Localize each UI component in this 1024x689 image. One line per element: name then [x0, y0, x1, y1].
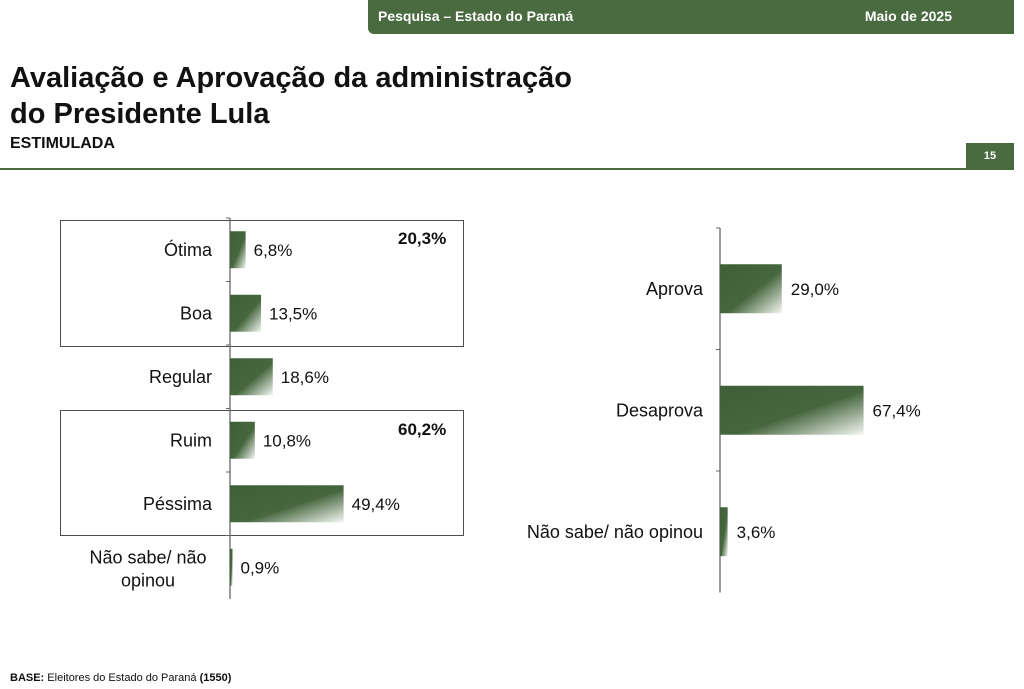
- survey-label: Pesquisa – Estado do Paraná: [378, 8, 574, 24]
- evaluation-category-label: Não sabe/ não: [89, 547, 206, 567]
- approval-value-label: 3,6%: [737, 523, 776, 542]
- evaluation-category-label: Péssima: [143, 494, 213, 514]
- approval-bar: [720, 385, 864, 435]
- evaluation-category-label: Regular: [149, 367, 212, 387]
- base-text: Eleitores do Estado do Paraná: [44, 672, 200, 684]
- evaluation-bar: [230, 548, 233, 586]
- evaluation-chart: 6,8% Ótima 13,5% Boa 18,6% Regular 10,8% Ruim 49…: [89, 217, 400, 599]
- positive-group-box: [60, 220, 464, 347]
- approval-chart: 29,0% Aprova 67,4% Desaprova 3,6% Não sabe/ n…: [527, 227, 921, 593]
- evaluation-value-label: 10,8%: [263, 431, 311, 450]
- evaluation-bar: [230, 421, 255, 459]
- evaluation-bar: [230, 358, 273, 396]
- evaluation-bar: [230, 294, 262, 332]
- positive-group-total: 20,3%: [398, 229, 447, 248]
- evaluation-bar: [230, 485, 344, 523]
- evaluation-value-label: 18,6%: [281, 368, 329, 387]
- header-divider: [0, 168, 966, 170]
- footer-base: BASE: Eleitores do Estado do Paraná (155…: [10, 672, 231, 684]
- evaluation-category-label: Boa: [180, 303, 213, 323]
- negative-group-total: 60,2%: [398, 420, 447, 439]
- evaluation-value-label: 0,9%: [241, 558, 280, 577]
- evaluation-category-label: opinou: [121, 570, 175, 590]
- evaluation-value-label: 6,8%: [254, 241, 293, 260]
- evaluation-value-label: 49,4%: [352, 495, 400, 514]
- title-line-2: do Presidente Lula: [10, 98, 270, 130]
- approval-value-label: 67,4%: [873, 401, 921, 420]
- evaluation-category-label: Ruim: [170, 430, 212, 450]
- approval-category-label: Não sabe/ não opinou: [527, 522, 703, 542]
- approval-value-label: 29,0%: [791, 280, 839, 299]
- approval-category-label: Aprova: [646, 279, 704, 299]
- negative-group-box: [60, 410, 464, 536]
- approval-bar: [720, 264, 782, 314]
- approval-bar: [720, 507, 728, 557]
- evaluation-category-label: Ótima: [164, 239, 213, 260]
- page-number: 15: [966, 143, 1014, 170]
- approval-category-label: Desaprova: [616, 400, 704, 420]
- title-line-1: Avaliação e Aprovação da administração: [10, 62, 572, 94]
- base-label: BASE:: [10, 672, 45, 684]
- base-count: (1550): [199, 672, 232, 684]
- evaluation-value-label: 13,5%: [269, 304, 317, 323]
- evaluation-bar: [230, 231, 246, 269]
- page-title: Avaliação e Aprovação da administração d…: [10, 60, 710, 132]
- survey-date: Maio de 2025: [864, 8, 952, 24]
- header-bar: Pesquisa – Estado do Paraná Maio de 2025: [368, 0, 1014, 34]
- page-subtitle: ESTIMULADA: [10, 135, 115, 152]
